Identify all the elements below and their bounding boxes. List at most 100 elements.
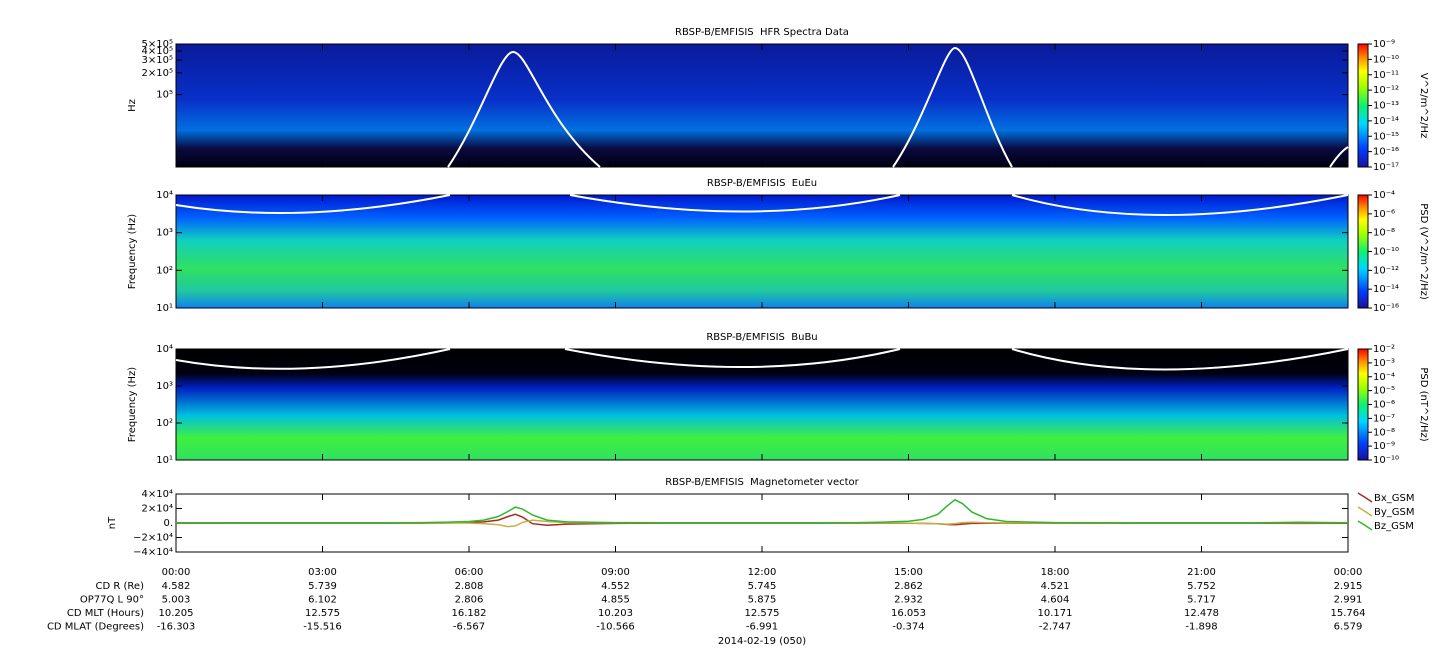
colorbar [1357,43,1369,168]
ephemeris-value: 4.582 [162,581,191,592]
x-tick-label: 12:00 [748,567,777,578]
colorbar-tick-label: 10⁻⁸ [1373,427,1395,438]
x-tick-label: 18:00 [1041,567,1070,578]
panel-title: RBSP-B/EMFISIS BuBu [706,332,817,343]
ephemeris-value: 2.862 [894,581,923,592]
y-axis-label: Frequency (Hz) [127,214,138,290]
ephemeris-value: 4.521 [1041,581,1070,592]
ephemeris-value: 12.575 [745,608,780,619]
ephemeris-value: 5.717 [1187,595,1216,606]
trace-curve [175,348,1349,371]
plots: RBSP-B/EMFISIS HFR Spectra Data 10⁵ 2×10⁵ 3… [47,27,1429,647]
spectrogram [176,44,1348,167]
ephemeris-value: -10.566 [596,622,635,633]
ephemeris-value: 4.552 [601,581,630,592]
colorbar-tick-label: 10⁻¹² [1373,265,1399,276]
ephemeris-value: 5.752 [1187,581,1216,592]
y-tick-label: 10² [156,418,173,429]
colorbar-tick-label: 10⁻¹² [1373,85,1399,96]
ephemeris-value: -6.567 [453,622,485,633]
ephemeris-value: -15.516 [303,622,342,633]
colorbar-tick-label: 10⁻¹⁰ [1373,247,1399,258]
ephemeris-value: 12.575 [305,608,340,619]
colorbar-tick-label: 10⁻⁹ [1373,39,1395,50]
series-line [176,498,1349,524]
colorbar-tick-label: 10⁻⁶ [1373,209,1395,220]
ephemeris-value: -16.303 [157,622,196,633]
ephemeris-value: 16.182 [452,608,487,619]
x-axis-label: 2014-02-19 (050) [718,636,806,647]
ephemeris-value: 6.102 [308,595,337,606]
colorbar-tick-label: 10⁻¹⁵ [1373,131,1399,142]
colorbar-tick-label: 10⁻¹⁶ [1373,147,1399,158]
trace-curve [1329,146,1349,168]
x-tick-label: 21:00 [1187,567,1216,578]
ephemeris-value: -1.898 [1185,622,1217,633]
ephemeris-value: 2.915 [1334,581,1363,592]
y-tick-label: 4×10⁴ [142,489,173,500]
ephemeris-value: 2.808 [455,581,484,592]
colorbar [1357,348,1369,461]
colorbar-tick-label: 10⁻² [1373,344,1395,355]
colorbar-tick-label: 10⁻¹⁰ [1373,455,1399,466]
frame [175,43,1349,168]
ephemeris-value: 16.053 [891,608,926,619]
legend-swatch [1357,492,1373,503]
ephemeris-value: -2.747 [1039,622,1071,633]
decoration [175,46,1349,371]
y-tick-label: 10² [156,265,173,276]
legend-swatch [1357,506,1373,517]
ephemeris-value: 2.806 [455,595,484,606]
y-axis-label: nT [107,516,118,529]
ephemeris-value: -0.374 [892,622,924,633]
y-axis-label: Frequency (Hz) [127,367,138,443]
y-tick-label: 3×10⁵ [142,55,173,66]
colorbar-tick-label: 10⁻³ [1373,358,1395,369]
y-tick-label: 10⁵ [156,90,173,101]
x-tick-label: 06:00 [455,567,484,578]
ephemeris-value: 5.875 [748,595,777,606]
colorbar-tick-label: 10⁻⁹ [1373,441,1395,452]
ephemeris-value: 4.604 [1041,595,1070,606]
y-tick-label: 10¹ [156,303,173,314]
colorbar-tick-label: 10⁻⁸ [1373,228,1395,239]
ephemeris-value: 5.003 [162,595,191,606]
ephemeris-value: 12.478 [1184,608,1219,619]
ephemeris-value: 2.991 [1334,595,1363,606]
colorbar-tick-label: 10⁻⁴ [1373,190,1395,201]
y-tick-label: 10³ [156,381,173,392]
ephemeris-label: CD R (Re) [96,581,145,592]
colorbar-tick-label: 10⁻¹⁶ [1373,303,1399,314]
y-tick-label: 10⁴ [156,190,173,201]
x-tick-label: 00:00 [1334,567,1363,578]
y-tick-label: −4×10⁴ [133,547,173,558]
ephemeris-value: 6.579 [1334,622,1363,633]
y-tick-label: 10¹ [156,455,173,466]
colorbar-tick-label: 10⁻⁶ [1373,400,1395,411]
y-tick-label: 4×10⁵ [142,46,173,57]
ephemeris-value: 10.171 [1038,608,1073,619]
x-tick-label: 03:00 [308,567,337,578]
colorbar-tick-label: 10⁻¹⁷ [1373,162,1399,173]
y-tick-label: 2×10⁵ [142,68,173,79]
x-tick-label: 15:00 [894,567,923,578]
frame [175,348,1349,461]
colorbar-tick-label: 10⁻⁷ [1373,413,1395,424]
colorbar-label: PSD (V^2/m^2/Hz) [1418,203,1429,300]
ephemeris-label: CD MLT (Hours) [67,608,144,619]
y-tick-label: 0. [163,518,173,529]
ephemeris-value: 5.745 [748,581,777,592]
ephemeris-value: -6.991 [746,622,778,633]
colorbar-tick-label: 10⁻⁵ [1373,386,1395,397]
ephemeris-value: 2.932 [894,595,923,606]
x-tick-label: 00:00 [162,567,191,578]
legend-swatch [1357,520,1373,531]
panel-title: RBSP-B/EMFISIS HFR Spectra Data [675,27,849,38]
colorbar-tick-label: 10⁻⁴ [1373,372,1395,383]
colorbar-tick-label: 10⁻¹¹ [1373,70,1399,81]
frame [175,194,1349,309]
spectrogram [176,195,1348,308]
y-tick-label: 10⁴ [156,344,173,355]
colorbar-label: V^2/m^2/Hz [1418,73,1429,139]
